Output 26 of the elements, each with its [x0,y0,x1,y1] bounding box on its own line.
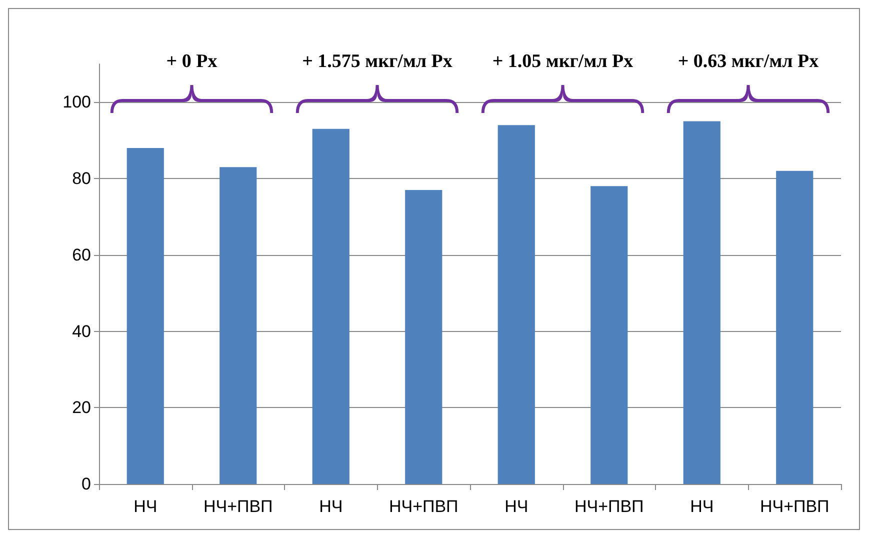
y-tick-label: 40 [72,322,91,341]
y-tick-label: 20 [72,398,91,418]
x-tick-label: НЧ+ПВП [388,497,458,516]
x-tick-label: НЧ [504,497,528,516]
bar [405,190,442,484]
bar [220,167,257,484]
annotation: + 0.63 мкг/мл Рх [678,51,820,72]
bar [776,170,814,484]
x-tick-label: НЧ [134,497,158,516]
annotation: + 0 Рх [166,51,218,72]
y-tick-label: 80 [72,169,91,188]
bar [498,125,535,484]
bar [126,148,164,484]
y-tick-label: 0 [82,474,91,494]
x-tick-label: НЧ [690,497,714,516]
bar [683,121,720,484]
y-tick-label: 60 [72,245,91,264]
x-tick-label: НЧ+ПВП [574,497,644,516]
x-tick-label: НЧ+ПВП [760,497,830,516]
x-tick-label: НЧ+ПВП [203,497,273,516]
bar [590,186,628,484]
annotation: + 1.05 мкг/мл Рх [492,51,634,72]
bar [312,128,350,484]
annotation: + 1.575 мкг/мл Рх [302,51,453,72]
x-tick-label: НЧ [319,497,343,516]
y-tick-label: 100 [62,92,91,112]
